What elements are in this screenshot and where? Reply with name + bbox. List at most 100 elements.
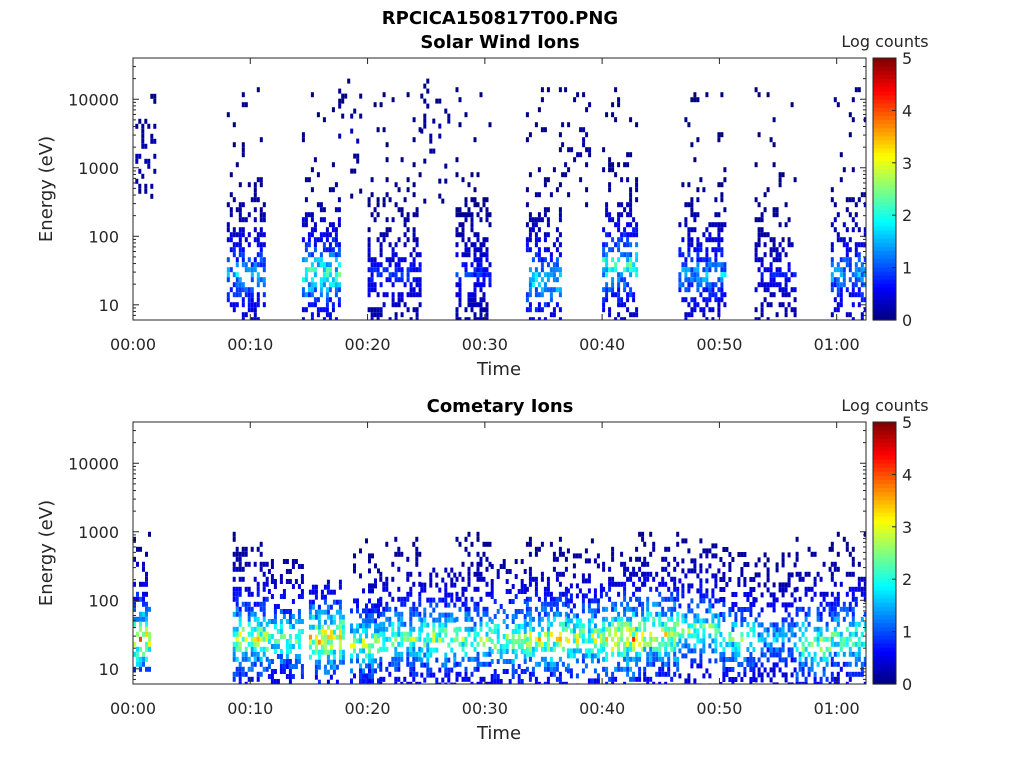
heatmap-cell (409, 591, 413, 597)
heatmap-cell (397, 631, 401, 637)
colorbar-segment (873, 152, 896, 157)
heatmap-cell (406, 571, 410, 577)
heatmap-cell (684, 613, 688, 619)
heatmap-cell (569, 583, 573, 589)
heatmap-cell (731, 637, 735, 642)
heatmap-cell (552, 646, 556, 652)
heatmap-cell (561, 626, 565, 632)
heatmap-cell (441, 637, 445, 643)
heatmap-cell (244, 561, 248, 567)
heatmap-cell (291, 664, 295, 669)
heatmap-cell (412, 287, 416, 293)
heatmap-cell (499, 649, 503, 654)
heatmap-cell (485, 302, 489, 308)
heatmap-cell (626, 651, 630, 657)
heatmap-cell (626, 601, 630, 607)
heatmap-cell (517, 639, 521, 644)
heatmap-cell (455, 232, 459, 238)
heatmap-cell (845, 546, 849, 552)
heatmap-cell (611, 581, 615, 587)
heatmap-cell (608, 182, 612, 188)
heatmap-cell (690, 312, 694, 318)
heatmap-cell (253, 561, 257, 567)
heatmap-cell (235, 232, 239, 238)
heatmap-cell (285, 664, 289, 669)
heatmap-cell (836, 566, 840, 572)
heatmap-cell (528, 651, 532, 657)
heatmap-cell (720, 237, 724, 243)
heatmap-cell (693, 307, 697, 313)
heatmap-cell (720, 297, 724, 303)
heatmap-cell (813, 671, 817, 677)
heatmap-cell (310, 217, 314, 223)
heatmap-cell (635, 222, 639, 228)
heatmap-cell (476, 212, 480, 218)
heatmap-cell (300, 579, 304, 584)
heatmap-cell (772, 247, 776, 253)
heatmap-cell (415, 252, 419, 258)
heatmap-cell (863, 307, 866, 313)
heatmap-cell (409, 661, 413, 667)
x-tick-label: 00:20 (345, 335, 391, 354)
heatmap-cell (316, 172, 320, 178)
heatmap-cell (311, 614, 315, 620)
heatmap-cell (444, 612, 448, 618)
heatmap-cell (338, 599, 342, 605)
heatmap-cell (705, 257, 709, 263)
heatmap-cell (614, 581, 618, 587)
heatmap-cell (397, 616, 401, 622)
heatmap-cell (531, 272, 535, 278)
heatmap-cell (702, 593, 706, 599)
heatmap-cell (313, 272, 317, 278)
heatmap-cell (740, 662, 744, 667)
heatmap-cell (235, 287, 239, 293)
heatmap-cell (845, 257, 849, 263)
heatmap-cell (781, 247, 785, 253)
heatmap-cell (714, 297, 718, 303)
heatmap-cell (617, 247, 621, 253)
heatmap-cell (534, 242, 538, 248)
heatmap-cell (611, 112, 615, 118)
heatmap-cell (453, 657, 457, 663)
heatmap-cell (409, 262, 413, 268)
heatmap-cell (687, 232, 691, 238)
heatmap-cell (244, 292, 248, 298)
heatmap-cell (543, 302, 547, 308)
heatmap-cell (250, 651, 254, 657)
heatmap-cell (605, 626, 609, 632)
heatmap-cell (643, 641, 647, 647)
heatmap-cell (400, 651, 404, 657)
heatmap-cell (441, 612, 445, 618)
heatmap-cell (673, 636, 677, 642)
heatmap-cell (435, 647, 439, 653)
heatmap-cell (708, 262, 712, 268)
heatmap-cell (602, 656, 606, 662)
heatmap-cell (635, 636, 639, 642)
heatmap-cell (301, 277, 305, 283)
heatmap-cell (790, 572, 794, 578)
heatmap-cell (313, 302, 317, 308)
heatmap-cell (406, 307, 410, 313)
heatmap-cell (635, 257, 639, 263)
heatmap-cell (379, 626, 383, 632)
heatmap-cell (620, 317, 624, 320)
heatmap-cell (537, 616, 541, 622)
heatmap-cell (235, 591, 239, 597)
heatmap-cell (664, 611, 668, 617)
colorbar-segment (873, 593, 896, 599)
heatmap-cell (722, 677, 726, 682)
heatmap-cell (464, 606, 468, 612)
heatmap-cell (561, 122, 565, 128)
heatmap-cell (646, 601, 650, 607)
heatmap-cell (842, 267, 846, 273)
heatmap-cell (836, 551, 840, 557)
heatmap-cell (247, 232, 251, 238)
heatmap-cell (658, 641, 662, 647)
heatmap-cell (423, 617, 427, 623)
colorbar-segment (873, 258, 896, 264)
heatmap-cell (572, 623, 576, 629)
colorbar-segment (873, 184, 896, 190)
heatmap-cell (341, 634, 345, 640)
heatmap-cell (676, 611, 680, 617)
heatmap-cell (714, 257, 718, 263)
